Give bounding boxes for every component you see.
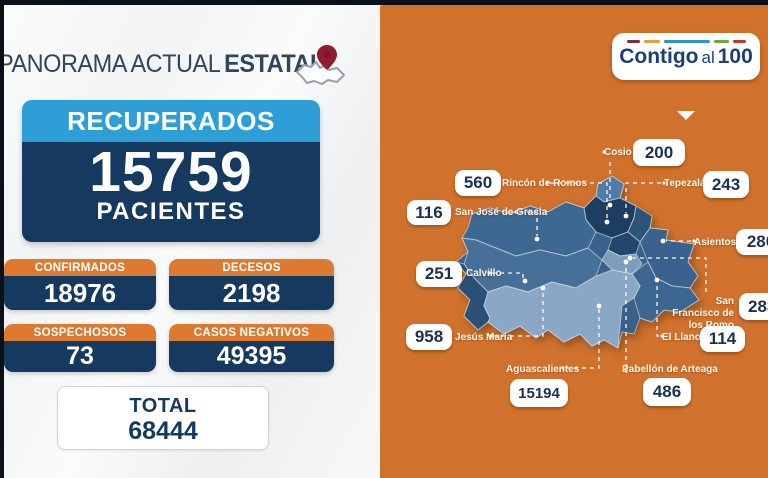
dash-blue bbox=[663, 40, 710, 43]
leader-calvillo bbox=[492, 272, 524, 278]
municipality-label-cosio: Cosio bbox=[604, 147, 632, 158]
municipality-value-tepezala: 243 bbox=[703, 171, 749, 198]
region-aguascalientes bbox=[483, 269, 641, 349]
municipality-label-aguascalientes: Aguascalientes bbox=[506, 364, 580, 375]
total-box: TOTAL 68444 bbox=[57, 386, 269, 450]
municipality-label-jesus-maria: Jesús María bbox=[455, 332, 513, 343]
recovered-value: 15759 bbox=[89, 140, 253, 204]
total-value: 68444 bbox=[128, 417, 198, 445]
leader-rincon bbox=[550, 182, 608, 219]
page-title-regular: PANORAMA ACTUAL bbox=[0, 50, 221, 78]
municipality-value-calvillo: 251 bbox=[416, 261, 462, 287]
map-panel: Contigo al 100 bbox=[380, 0, 768, 478]
municipality-value-rincon-de-romos: 560 bbox=[455, 170, 501, 196]
stat-card-confirmados: CONFIRMADOS 18976 bbox=[4, 259, 156, 310]
page-title: PANORAMA ACTUAL ESTATAL bbox=[0, 50, 324, 79]
leader-san-francisco bbox=[633, 257, 707, 292]
municipality-label-calvillo: Calvillo bbox=[466, 268, 502, 279]
left-border-bar bbox=[0, 0, 4, 478]
stats-panel: PANORAMA ACTUAL ESTATAL RECUPERADOS 15759… bbox=[0, 5, 380, 478]
region-asientos bbox=[639, 227, 699, 289]
stat-value: 18976 bbox=[4, 276, 156, 310]
municipality-value-cosio: 200 bbox=[633, 139, 685, 166]
recovered-unit: PACIENTES bbox=[96, 198, 246, 225]
stat-card-casos-negativos: CASOS NEGATIVOS 49395 bbox=[169, 324, 334, 372]
leader-jesus-maria bbox=[494, 291, 544, 337]
municipality-label-rincon-de-romos: Rincón de Romos bbox=[502, 178, 588, 189]
logo-speech-tail bbox=[677, 111, 695, 120]
dash-maroon bbox=[626, 40, 640, 43]
municipality-value-san-francisco-de-los-romo: 283 bbox=[739, 293, 768, 320]
municipality-value-san-jose-de-gracia: 116 bbox=[407, 200, 451, 225]
recovered-card-body: 15759 PACIENTES bbox=[22, 142, 320, 242]
recovered-card: RECUPERADOS 15759 PACIENTES bbox=[22, 100, 320, 242]
municipality-value-el-llano: 114 bbox=[700, 326, 745, 352]
stat-label: CASOS NEGATIVOS bbox=[169, 324, 334, 341]
mexico-map-pin-icon bbox=[296, 45, 345, 85]
map-dots bbox=[487, 150, 696, 373]
dash-red bbox=[732, 40, 746, 43]
municipality-label-san-francisco-de-los-romo: San Francisco de los Romo bbox=[672, 296, 734, 331]
logo-word-light: al bbox=[701, 48, 715, 67]
stat-label: DECESOS bbox=[169, 259, 334, 276]
stat-label: SOSPECHOSOS bbox=[4, 324, 156, 341]
stat-value: 49395 bbox=[169, 341, 334, 372]
stat-value: 2198 bbox=[169, 276, 334, 310]
stat-value: 73 bbox=[4, 341, 156, 372]
stat-card-decesos: DECESOS 2198 bbox=[169, 259, 334, 310]
municipality-label-el-llano: El Llano bbox=[662, 332, 701, 343]
recovered-card-header: RECUPERADOS bbox=[22, 100, 320, 142]
logo-word-number: 100 bbox=[717, 45, 753, 68]
contigo-al-100-logo: Contigo al 100 bbox=[612, 33, 760, 120]
municipality-label-pabellon-de-arteaga: Pabellón de Arteaga bbox=[622, 364, 718, 375]
municipality-label-asientos: Asientos bbox=[694, 237, 737, 248]
municipality-value-asientos: 280 bbox=[736, 229, 768, 255]
leader-el-llano bbox=[656, 283, 659, 337]
leader-lines bbox=[487, 150, 707, 373]
logo-word-bold: Contigo bbox=[619, 45, 699, 68]
dash-green bbox=[713, 40, 729, 43]
dash-amber bbox=[643, 40, 660, 43]
total-label: TOTAL bbox=[129, 395, 197, 417]
region-san-francisco-de-los-romo bbox=[601, 249, 643, 275]
municipality-value-jesus-maria: 958 bbox=[406, 324, 452, 350]
stat-card-sospechosos: SOSPECHOSOS 73 bbox=[4, 324, 156, 372]
logo-color-dashes bbox=[612, 40, 760, 43]
logo-text: Contigo al 100 bbox=[612, 45, 760, 69]
stat-label: CONFIRMADOS bbox=[4, 259, 156, 276]
header-row: PANORAMA ACTUAL ESTATAL bbox=[0, 45, 380, 87]
municipality-value-pabellon-de-arteaga: 486 bbox=[643, 378, 691, 406]
municipality-label-tepezala: Tepezalá bbox=[664, 178, 706, 189]
leader-aguascalientes bbox=[566, 309, 600, 369]
aguascalientes-state-map bbox=[455, 175, 700, 349]
leader-tepezala bbox=[625, 182, 661, 213]
top-border-bar bbox=[0, 0, 768, 5]
leader-san-jose bbox=[519, 211, 538, 236]
municipality-label-san-jose-de-gracia: San José de Gracia bbox=[455, 207, 548, 218]
municipality-value-aguascalientes: 15194 bbox=[510, 379, 568, 407]
